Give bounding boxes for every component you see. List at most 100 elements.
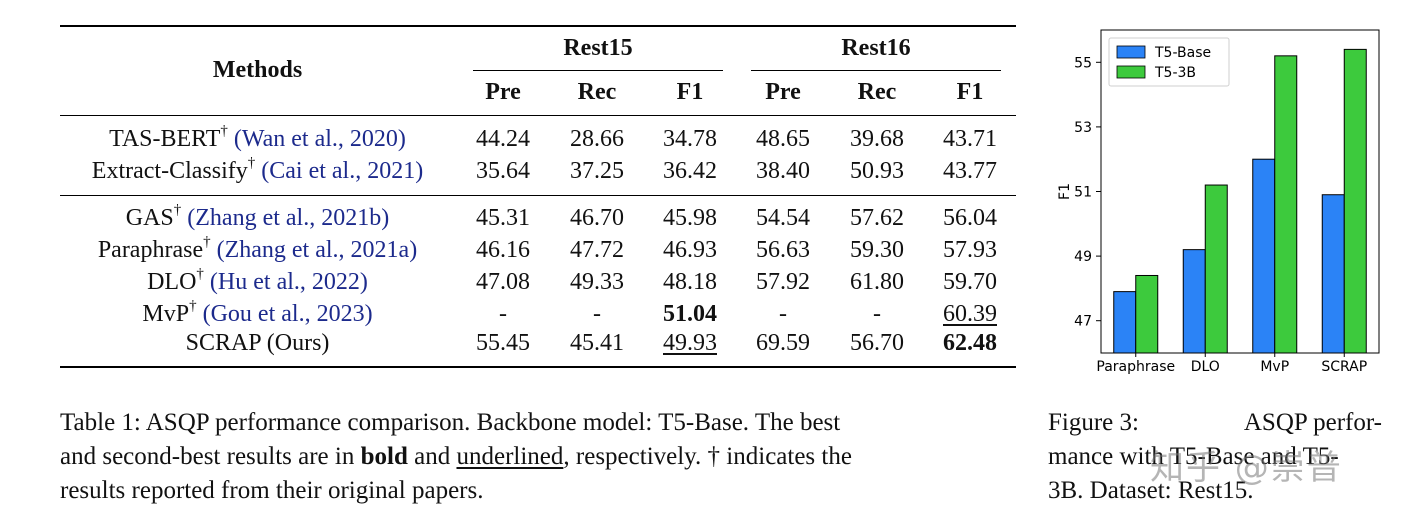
figure-caption-line-1: Figure 3: ASQP perfor- — [1048, 409, 1382, 436]
group-header-rest15: Rest15 — [563, 35, 633, 61]
x-tick-label: Paraphrase — [1096, 359, 1175, 375]
bar-t5-base — [1252, 158, 1276, 354]
y-tick-label: 51 — [1074, 185, 1092, 201]
bar-t5-3b — [1274, 55, 1298, 354]
legend-label: T5-3B — [1154, 65, 1196, 81]
table-cell: 59.70 — [943, 269, 997, 295]
table-cell: 43.71 — [943, 126, 997, 152]
table-cell: 61.80 — [850, 269, 904, 295]
citation-link[interactable]: (Wan et al., 2020) — [233, 126, 406, 152]
table-cell: 43.77 — [943, 158, 997, 184]
table-cell: 56.63 — [756, 237, 810, 263]
table-cell: 45.31 — [476, 205, 530, 231]
citation-link[interactable]: (Gou et al., 2023) — [202, 301, 373, 327]
table-row-method: Paraphrase† (Zhang et al., 2021a) — [60, 234, 455, 264]
table-caption-line-3: results reported from their original pap… — [60, 477, 484, 504]
column-header-rec: Rec — [857, 79, 897, 105]
underline-example: underlined — [456, 443, 564, 470]
column-header-pre: Pre — [485, 79, 521, 105]
method-name: Extract-Classify — [91, 158, 248, 184]
figure-caption: Figure 3: ASQP perfor- mance with T5-Base… — [1048, 406, 1382, 508]
table-bottom-rule — [60, 366, 1016, 368]
table-row-method: MvP† (Gou et al., 2023) — [60, 298, 455, 328]
x-tick-label: SCRAP — [1321, 359, 1367, 375]
bar-t5-base — [1113, 291, 1137, 354]
x-tick-label: DLO — [1191, 359, 1220, 375]
table-row-method: GAS† (Zhang et al., 2021b) — [60, 202, 455, 232]
table-cell: 34.78 — [663, 126, 717, 152]
table-cell: 37.25 — [570, 158, 624, 184]
bar-t5-base — [1321, 194, 1345, 354]
table-cell: 56.04 — [943, 205, 997, 231]
table-cell: 38.40 — [756, 158, 810, 184]
table-cell: - — [593, 301, 601, 327]
table-cell: 48.65 — [756, 126, 810, 152]
table-row-method: Extract-Classify† (Cai et al., 2021) — [60, 155, 455, 185]
dagger-mark: † — [220, 123, 228, 139]
table-cell: 51.04 — [663, 301, 717, 327]
table-cell: 46.93 — [663, 237, 717, 263]
bar-t5-3b — [1204, 184, 1228, 354]
dagger-mark: † — [189, 298, 197, 314]
method-name: MvP — [142, 301, 190, 327]
column-header-f1: F1 — [956, 79, 984, 105]
group-rule-rest15 — [473, 70, 723, 71]
bar-t5-3b — [1343, 48, 1367, 354]
group-separator-rule — [60, 195, 1016, 196]
citation-link[interactable]: (Zhang et al., 2021b) — [187, 205, 390, 231]
table-cell: 57.92 — [756, 269, 810, 295]
table-cell: 47.08 — [476, 269, 530, 295]
table-cell: 49.93 — [663, 330, 717, 356]
table-cell: 35.64 — [476, 158, 530, 184]
dagger-mark: † — [173, 202, 182, 218]
citation-link[interactable]: (Cai et al., 2021) — [261, 158, 424, 184]
bold-example: bold — [360, 443, 408, 470]
f1-bar-chart: 47 49 51 53 55 F1 Paraphrase DLO MvP SCRAP T5-Base… — [1057, 29, 1380, 375]
legend-label: T5-Base — [1154, 45, 1211, 61]
legend-swatch — [1116, 45, 1146, 59]
table-cell: 60.39 — [943, 301, 997, 327]
bar-t5-3b — [1135, 274, 1159, 354]
column-header-f1: F1 — [676, 79, 704, 105]
method-name: GAS — [125, 205, 174, 231]
table-cell: 28.66 — [570, 126, 624, 152]
table-row-method: TAS-BERT† (Wan et al., 2020) — [60, 123, 455, 153]
x-tick-label: MvP — [1260, 359, 1289, 375]
table-cell: - — [499, 301, 507, 327]
table-cell: 54.54 — [756, 205, 810, 231]
table-row-method: DLO† (Hu et al., 2022) — [60, 267, 455, 296]
table-cell: 45.98 — [663, 205, 717, 231]
table-cell: 59.30 — [850, 237, 904, 263]
table-cell: - — [779, 301, 787, 327]
table-caption-line-2: and second-best results are in bold and … — [60, 443, 852, 470]
citation-link[interactable]: (Zhang et al., 2021a) — [216, 237, 418, 263]
dagger-mark: † — [247, 155, 256, 171]
table-cell: 57.62 — [850, 205, 904, 231]
dagger-mark: † — [203, 234, 211, 250]
methods-header: Methods — [212, 57, 303, 83]
figure-caption-line-2: mance with T5-Base and T5- — [1048, 443, 1339, 470]
table-cell: 69.59 — [756, 330, 810, 356]
method-name: DLO — [147, 269, 197, 295]
table-cell: 44.24 — [476, 126, 530, 152]
table-cell: 56.70 — [850, 330, 904, 356]
table-cell: 46.16 — [476, 237, 530, 263]
method-name: TAS-BERT — [109, 126, 221, 152]
table-cell: 62.48 — [943, 330, 997, 356]
table-row-method: SCRAP (Ours) — [60, 329, 455, 357]
table-cell: - — [873, 301, 881, 327]
table-cell: 49.33 — [570, 269, 624, 295]
table-cell: 57.93 — [943, 237, 997, 263]
group-header-rest16: Rest16 — [841, 35, 911, 61]
table-caption-line-1: Table 1: ASQP performance comparison. Ba… — [60, 409, 841, 436]
y-axis-label: F1 — [1057, 183, 1073, 200]
plot-frame — [1100, 29, 1380, 354]
citation-link[interactable]: (Hu et al., 2022) — [209, 269, 368, 295]
method-name: Paraphrase — [97, 237, 204, 263]
column-header-rec: Rec — [577, 79, 617, 105]
watermark: 知乎 @崇普 — [1150, 448, 1343, 488]
group-rule-rest16 — [751, 70, 1001, 71]
method-name: SCRAP (Ours) — [185, 330, 330, 356]
table-cell: 50.93 — [850, 158, 904, 184]
y-tick-label: 53 — [1074, 120, 1092, 136]
